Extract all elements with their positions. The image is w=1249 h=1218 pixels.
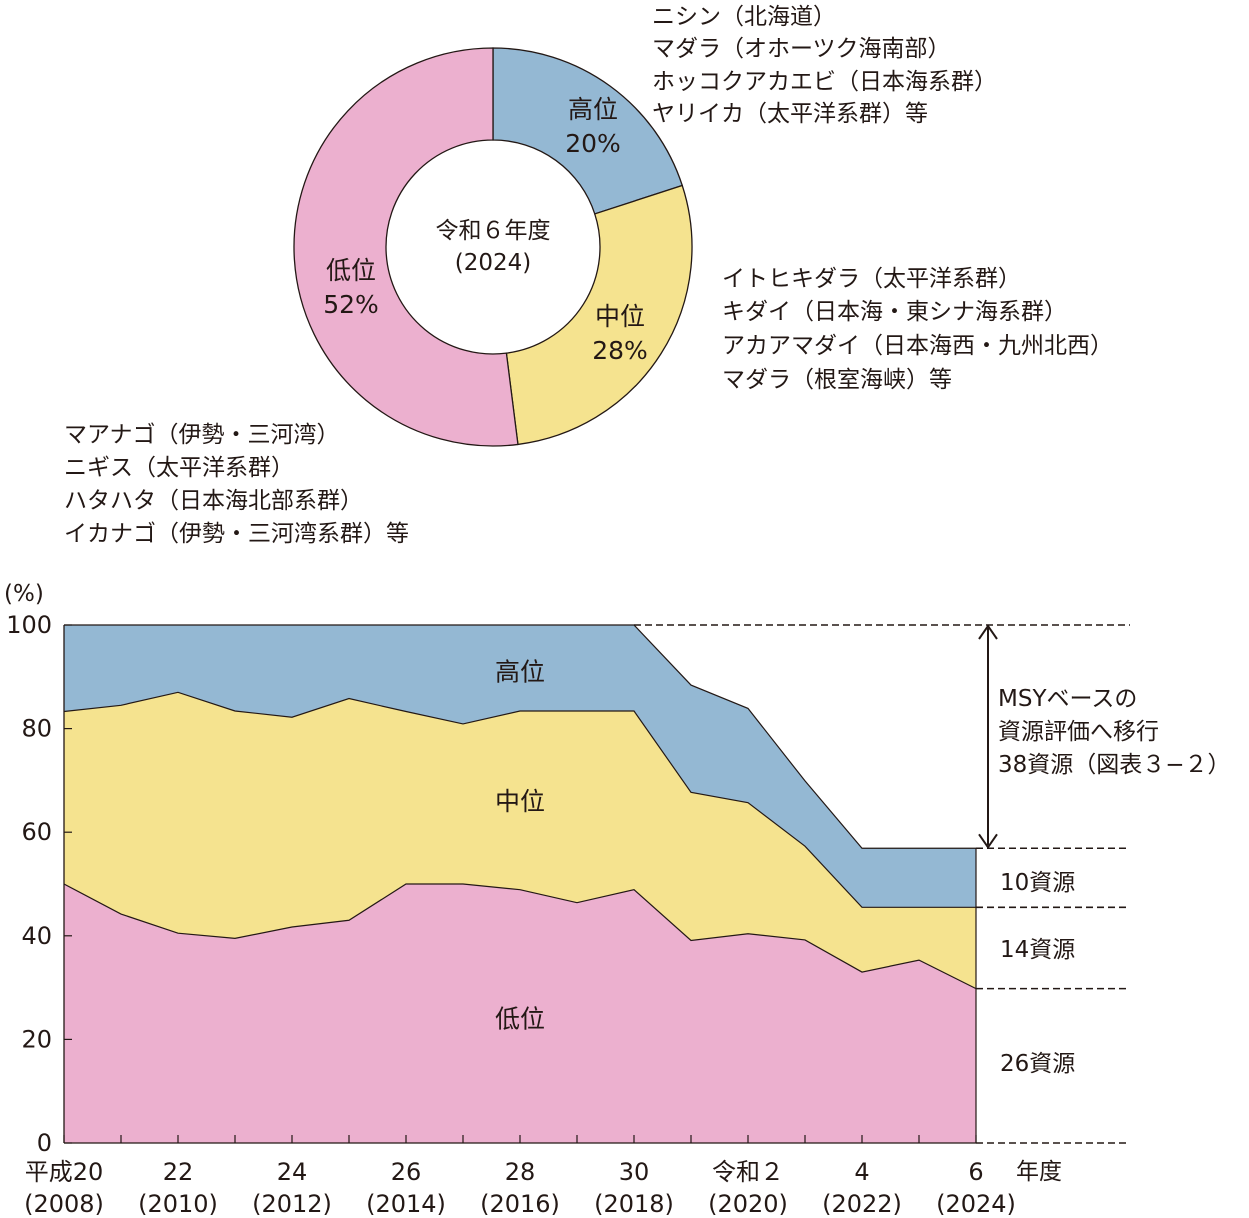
- y-tick-label-20: 20: [21, 1025, 52, 1053]
- donut-slice-high: [492, 47, 684, 215]
- x-tick-sublabel-2012: (2012): [252, 1190, 332, 1218]
- count-high-label: 10資源: [1000, 870, 1075, 896]
- area-y-unit-label: (%): [4, 581, 44, 607]
- x-tick-label-2022: 4: [854, 1158, 869, 1186]
- x-tick-sublabel-2020: (2020): [708, 1190, 788, 1218]
- y-tick-label-60: 60: [21, 818, 52, 846]
- area-boundary-mid: [63, 691, 976, 908]
- donut-low-name: 低位: [326, 256, 376, 285]
- x-tick-label-2024: 6: [968, 1158, 983, 1186]
- donut-mid-pct: 28%: [592, 336, 648, 365]
- low-species-3: ハタハタ（日本海北部系群）: [64, 488, 363, 514]
- y-tick-label-80: 80: [21, 715, 52, 743]
- high-species-3: ホッコクアカエビ（日本海系群）: [652, 69, 997, 95]
- high-species-1: ニシン（北海道）: [652, 4, 836, 30]
- y-tick-label-40: 40: [21, 922, 52, 950]
- msy-arrow-head-top: [978, 624, 998, 640]
- x-tick-label-2012: 24: [277, 1158, 308, 1186]
- low-species-2: ニギス（太平洋系群）: [64, 455, 294, 481]
- x-tick-sublabel-2014: (2014): [366, 1190, 446, 1218]
- area-boundary-high: [64, 624, 976, 849]
- x-tick-label-2020: 令和２: [712, 1158, 784, 1186]
- mid-species-4: マダラ（根室海峡）等: [722, 367, 952, 393]
- x-tick-label-2008: 平成20: [25, 1158, 104, 1186]
- count-mid-label: 14資源: [1000, 937, 1075, 963]
- x-tick-sublabel-2022: (2022): [822, 1190, 902, 1218]
- x-tick-sublabel-2008: (2008): [24, 1190, 104, 1218]
- high-species-2: マダラ（オホーツク海南部）: [652, 36, 951, 62]
- area-x-unit-label: 年度: [1016, 1159, 1062, 1185]
- area-series-label-中位: 中位: [495, 787, 545, 816]
- donut-chart: [293, 47, 693, 447]
- msy-text-3: 38資源（図表３−２）: [998, 752, 1231, 778]
- msy-arrow-head-bottom: [978, 833, 998, 850]
- low-species-1: マアナゴ（伊勢・三河湾）: [64, 422, 340, 448]
- mid-species-2: キダイ（日本海・東シナ海系群）: [722, 299, 1067, 325]
- donut-low-pct: 52%: [323, 290, 379, 319]
- area-boundary-low: [63, 883, 977, 990]
- high-species-4: ヤリイカ（太平洋系群）等: [652, 101, 928, 127]
- area-series-label-高位: 高位: [495, 658, 545, 687]
- x-tick-sublabel-2018: (2018): [594, 1190, 674, 1218]
- mid-species-1: イトヒキダラ（太平洋系群）: [722, 266, 1021, 292]
- donut-high-name: 高位: [568, 95, 618, 124]
- donut-slice-mid: [505, 184, 693, 446]
- donut-slice-low: [293, 47, 519, 447]
- x-tick-label-2010: 22: [163, 1158, 194, 1186]
- x-tick-sublabel-2024: (2024): [936, 1190, 1016, 1218]
- y-tick-label-100: 100: [6, 611, 52, 639]
- low-species-4: イカナゴ（伊勢・三河湾系群）等: [64, 521, 409, 547]
- donut-center-label-1: 令和６年度: [436, 218, 551, 244]
- mid-species-3: アカアマダイ（日本海西・九州北西）: [722, 333, 1113, 359]
- x-tick-sublabel-2010: (2010): [138, 1190, 218, 1218]
- area-series-high: [64, 625, 976, 908]
- donut-mid-name: 中位: [595, 302, 645, 331]
- area-series-label-低位: 低位: [495, 1005, 545, 1034]
- msy-text-2: 資源評価へ移行: [998, 719, 1159, 745]
- area-series-mid: [64, 692, 976, 989]
- msy-text-1: MSYベースの: [998, 686, 1137, 712]
- donut-center-label-2: (2024): [455, 250, 531, 276]
- x-tick-label-2014: 26: [391, 1158, 422, 1186]
- x-tick-label-2016: 28: [505, 1158, 536, 1186]
- donut-high-pct: 20%: [565, 129, 621, 158]
- x-tick-sublabel-2016: (2016): [480, 1190, 560, 1218]
- count-low-label: 26資源: [1000, 1051, 1075, 1077]
- area-chart: 0 20 40 60 80 100 平成20 (2008) 22 (2010) 24 (2012) 26…: [6, 611, 1130, 1218]
- y-tick-label-0: 0: [37, 1129, 52, 1157]
- x-tick-label-2018: 30: [619, 1158, 650, 1186]
- area-series-low: [64, 884, 976, 1143]
